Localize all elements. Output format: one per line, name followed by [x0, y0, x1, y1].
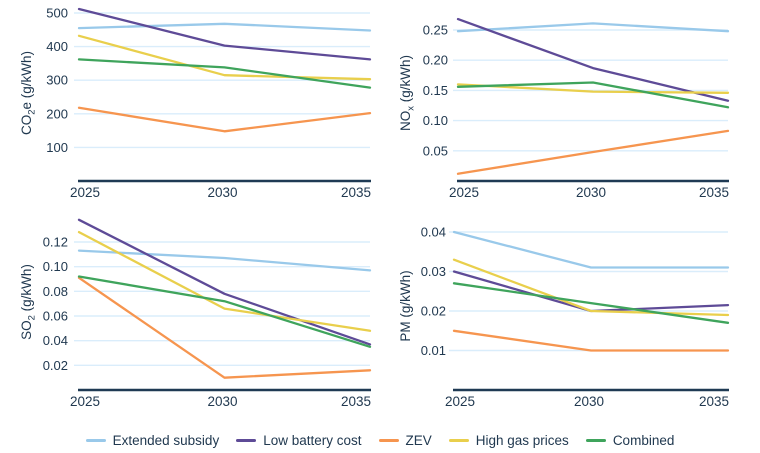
x-tick-label: 2025: [445, 394, 475, 409]
line-plot-nox: 0.05 0.10 0.15 0.20 0.25 2025 2030 2035: [423, 17, 730, 200]
y-axis-label-text: (g/kWh): [398, 55, 413, 107]
y-tick-label: 0.02: [421, 304, 446, 319]
legend-swatch: [585, 438, 606, 442]
y-axis-label-so2: SO2 (g/kWh): [18, 222, 38, 382]
y-tick-label: 0.08: [43, 284, 68, 299]
x-tick-label: 2025: [70, 394, 100, 409]
series-line-extended-subsidy: [77, 249, 372, 272]
x-tick-label: 2035: [699, 185, 729, 200]
legend-swatch: [378, 438, 399, 442]
series-line-extended-subsidy: [452, 230, 730, 269]
y-axis-label-nox: NOx (g/kWh): [397, 13, 417, 173]
legend-swatch: [85, 438, 106, 442]
y-tick-label: 0.04: [421, 225, 446, 240]
y-tick-label: 500: [46, 6, 68, 21]
series-line-extended-subsidy: [456, 22, 730, 33]
y-axis-label-text: PM: [398, 321, 413, 342]
legend-item-combined: Combined: [585, 432, 675, 448]
chart-pm: PM (g/kWh) 0.01 0.02 0.03 0.04 2025 2030 2035: [380, 205, 760, 415]
series-line-low-battery-cost: [452, 270, 730, 313]
line-plot-co2e: 100 200 300 400 500 2025 2030 2035: [46, 6, 372, 200]
chart-nox: NOx (g/kWh) 0.05 0.10 0.15 0.20 0.25 2025 2030…: [380, 0, 760, 205]
chart-so2: SO2 (g/kWh) 0.02 0.04 0.06 0.08 0.10 0.12 2025…: [0, 205, 380, 415]
y-axis-label-text: NO: [398, 110, 413, 132]
legend-label: High gas prices: [475, 432, 569, 448]
series-line-combined: [77, 275, 372, 348]
y-axis-label-pm: PM (g/kWh): [397, 226, 415, 386]
y-axis-label-subscript: x: [405, 106, 417, 111]
x-tick-label: 2035: [341, 394, 371, 409]
legend-label: ZEV: [405, 432, 432, 448]
y-tick-label: 0.02: [43, 358, 68, 373]
y-axis-label-text: (g/kWh): [398, 270, 413, 322]
x-tick-label: 2030: [207, 185, 237, 200]
x-tick-label: 2030: [574, 394, 604, 409]
legend-item-extended-subsidy: Extended subsidy: [85, 432, 220, 448]
y-tick-label: 0.10: [43, 259, 68, 274]
series-line-combined: [452, 282, 730, 324]
chart-legend: Extended subsidy Low battery cost ZEV High …: [0, 429, 760, 451]
y-tick-label: 0.01: [421, 343, 446, 358]
y-tick-label: 0.06: [43, 309, 68, 324]
series-line-high-gas-prices: [456, 83, 730, 94]
y-tick-label: 0.10: [423, 113, 448, 128]
series-line-low-battery-cost: [456, 17, 730, 102]
y-axis-label-subscript: 2: [26, 109, 38, 115]
y-axis-label-text: (g/kWh): [19, 264, 34, 316]
series-line-combined: [456, 81, 730, 109]
y-axis-label-text: e (g/kWh): [19, 50, 34, 110]
x-tick-label: 2030: [576, 185, 606, 200]
y-tick-label: 0.03: [421, 264, 446, 279]
y-tick-label: 0.05: [423, 143, 448, 158]
y-tick-label: 300: [46, 73, 68, 88]
legend-label: Extended subsidy: [112, 432, 220, 448]
legend-item-low-battery-cost: Low battery cost: [236, 432, 362, 448]
legend-label: Low battery cost: [263, 432, 362, 448]
x-tick-label: 2035: [341, 185, 371, 200]
x-tick-label: 2035: [699, 394, 729, 409]
legend-item-zev: ZEV: [378, 432, 432, 448]
y-axis-label-co2e: CO2e (g/kWh): [18, 13, 38, 173]
y-axis-label-subscript: 2: [26, 315, 38, 321]
series-line-zev: [77, 276, 372, 379]
legend-swatch: [448, 438, 469, 442]
series-line-zev: [456, 129, 730, 175]
series-line-high-gas-prices: [77, 34, 372, 81]
y-tick-label: 0.25: [423, 23, 448, 38]
y-tick-label: 0.20: [423, 53, 448, 68]
series-line-zev: [77, 106, 372, 133]
series-line-low-battery-cost: [77, 7, 372, 61]
series-line-high-gas-prices: [452, 258, 730, 317]
legend-label: Combined: [612, 432, 675, 448]
y-axis-label-text: SO: [19, 320, 34, 340]
series-line-extended-subsidy: [77, 22, 372, 32]
y-tick-label: 0.04: [43, 333, 68, 348]
line-plot-so2: 0.02 0.04 0.06 0.08 0.10 0.12 2025 2030 2035: [43, 218, 372, 409]
legend-swatch: [236, 438, 257, 442]
series-line-combined: [77, 58, 372, 89]
y-tick-label: 100: [46, 140, 68, 155]
y-tick-label: 0.12: [43, 235, 68, 250]
line-plot-pm: 0.01 0.02 0.03 0.04 2025 2030 2035: [421, 225, 730, 409]
y-axis-label-text: CO: [19, 114, 34, 136]
series-line-zev: [452, 329, 730, 352]
series-line-high-gas-prices: [77, 230, 372, 332]
y-tick-label: 200: [46, 106, 68, 121]
chart-co2e: CO2e (g/kWh) 100 200 300 400 500 2025 2030 2035: [0, 0, 380, 205]
x-tick-label: 2025: [70, 185, 100, 200]
y-tick-label: 0.15: [423, 83, 448, 98]
legend-item-high-gas-prices: High gas prices: [448, 432, 569, 448]
y-tick-label: 400: [46, 39, 68, 54]
x-tick-label: 2030: [207, 394, 237, 409]
series-line-low-battery-cost: [77, 218, 372, 346]
x-tick-label: 2025: [449, 185, 479, 200]
